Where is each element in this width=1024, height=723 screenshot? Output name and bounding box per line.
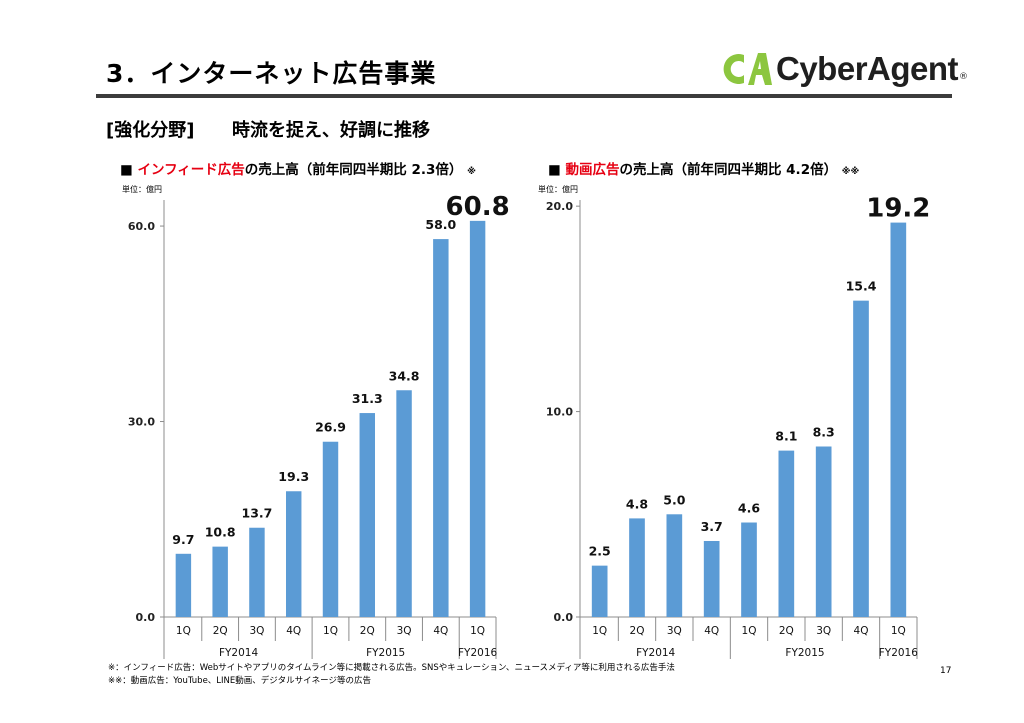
x-tick-label: 2Q: [630, 625, 645, 637]
group-label: FY2015: [785, 647, 824, 659]
bar: [249, 527, 265, 617]
page-number: 17: [940, 666, 952, 676]
x-tick-label: 2Q: [213, 625, 228, 637]
x-tick-label: 1Q: [470, 625, 485, 637]
y-tick-label: 60.0: [128, 220, 155, 233]
group-label: FY2014: [219, 647, 258, 659]
logo-wordmark: CyberAgent: [776, 50, 959, 87]
bar: [629, 518, 645, 617]
bar: [175, 553, 192, 617]
bar: [741, 522, 757, 617]
group-label: FY2015: [366, 647, 405, 659]
bar: [815, 446, 832, 617]
x-tick-label: 2Q: [360, 625, 375, 637]
chart-heading-infeed: ■ インフィード広告の売上高（前年同四半期比 2.3倍） ※: [120, 158, 476, 178]
bar: [469, 220, 486, 617]
unit-label-infeed: 単位：億円: [122, 185, 162, 194]
footnotes: ※：インフィード広告：Webサイトやアプリのタイムライン等に掲載される広告。SN…: [108, 662, 675, 688]
page-title: 3．インターネット広告事業: [106, 59, 437, 88]
chart-heading-text: の売上高（前年同四半期比 4.2倍）: [619, 162, 838, 178]
bullet-square-icon: ■: [120, 162, 133, 178]
bar-value-label: 8.1: [775, 429, 797, 444]
bar: [890, 222, 907, 617]
x-tick-label: 4Q: [286, 625, 301, 637]
bar: [396, 390, 412, 617]
x-tick-label: 1Q: [176, 625, 191, 637]
x-tick-label: 1Q: [323, 625, 338, 637]
bar: [322, 441, 339, 617]
footnote-mark: ※: [467, 167, 476, 177]
x-tick-label: 1Q: [742, 625, 757, 637]
bar-value-label: 10.8: [205, 525, 236, 540]
x-tick-label: 3Q: [667, 625, 682, 637]
bar-value-label: 34.8: [389, 368, 420, 383]
footnote-video: ※※：動画広告：YouTube、LINE動画、デジタルサイネージ等の広告: [108, 676, 371, 686]
chart-heading-text: の売上高（前年同四半期比 2.3倍）: [244, 162, 463, 178]
x-tick-label: 3Q: [397, 625, 412, 637]
bar-value-label: 26.9: [315, 420, 346, 435]
unit-label-video: 単位：億円: [538, 185, 578, 194]
bar: [591, 565, 608, 617]
bar-value-label: 3.7: [701, 519, 723, 534]
group-label: FY2014: [636, 647, 675, 659]
company-logo: CyberAgent ®: [720, 48, 968, 90]
x-tick-label: 4Q: [433, 625, 448, 637]
bar: [433, 239, 449, 617]
bar: [703, 540, 720, 617]
registered-mark: ®: [959, 72, 969, 82]
bar: [359, 413, 376, 617]
bar-value-label: 15.4: [846, 279, 877, 294]
x-tick-label: 4Q: [704, 625, 719, 637]
chart-heading-video: ■ 動画広告の売上高（前年同四半期比 4.2倍） ※※: [548, 158, 859, 178]
chart-heading-highlight: 動画広告: [565, 162, 620, 178]
y-tick-label: 30.0: [128, 416, 155, 429]
x-tick-label: 3Q: [816, 625, 831, 637]
bar-value-label-highlight: 19.2: [866, 194, 930, 224]
y-tick-label: 0.0: [136, 611, 156, 624]
x-tick-label: 1Q: [592, 625, 607, 637]
cyberagent-logo-icon: [723, 53, 772, 85]
footnote-mark: ※※: [841, 167, 860, 177]
bar-value-label: 13.7: [242, 506, 273, 521]
bar-value-label: 9.7: [172, 532, 194, 547]
group-label: FY2016: [879, 647, 918, 659]
bar-value-label: 2.5: [589, 544, 611, 559]
bar: [853, 300, 869, 617]
x-tick-label: 2Q: [779, 625, 794, 637]
bar-value-label: 8.3: [813, 425, 835, 440]
section-tag: [強化分野]: [106, 120, 195, 141]
bar-value-label: 19.3: [278, 469, 309, 484]
bullet-square-icon: ■: [548, 162, 561, 178]
bar-value-label: 4.8: [626, 496, 648, 511]
title-divider: [96, 94, 952, 98]
x-tick-label: 4Q: [854, 625, 869, 637]
bar-value-label: 4.6: [738, 501, 760, 516]
bar: [285, 491, 302, 617]
bar-value-label: 58.0: [425, 217, 456, 232]
y-tick-label: 0.0: [554, 611, 574, 624]
bar: [666, 514, 683, 617]
group-label: FY2016: [458, 647, 497, 659]
bar-value-label: 5.0: [663, 492, 685, 507]
x-tick-label: 3Q: [249, 625, 264, 637]
bar-value-label-highlight: 60.8: [446, 192, 510, 222]
bar: [212, 546, 228, 617]
section-subtitle: 時流を捉え、好調に推移: [232, 120, 430, 141]
footnote-infeed: ※：インフィード広告：Webサイトやアプリのタイムライン等に掲載される広告。SN…: [108, 663, 675, 673]
y-tick-label: 10.0: [546, 406, 573, 419]
bar: [778, 450, 795, 617]
chart-heading-highlight: インフィード広告: [137, 162, 245, 178]
x-tick-label: 1Q: [891, 625, 906, 637]
bar-value-label: 31.3: [352, 391, 383, 406]
y-tick-label: 20.0: [546, 200, 573, 213]
